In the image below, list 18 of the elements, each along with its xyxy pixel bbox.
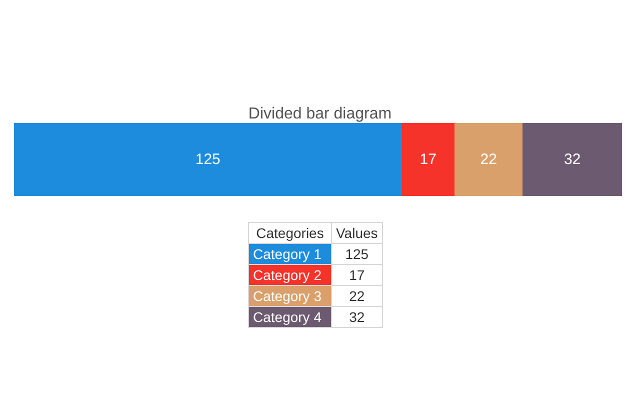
data-label: 17 [420,151,436,168]
text: Category 4 [253,309,322,325]
text: Category 1 [253,246,322,262]
text: Categories [248,222,332,244]
text: Category 2 [253,267,322,283]
text: Category 3 [253,288,322,304]
bar [454,123,523,196]
text: 22 [349,288,365,304]
bar [402,123,454,196]
text: 17 [349,267,365,283]
bar [522,123,622,196]
text: 32 [349,309,365,325]
text: 125 [345,246,369,262]
data-label: 125 [195,151,220,168]
data-label: 32 [564,151,581,168]
chart-title: Divided bar diagram [248,106,392,123]
data-label: 22 [480,151,497,168]
text: Values [332,222,382,244]
